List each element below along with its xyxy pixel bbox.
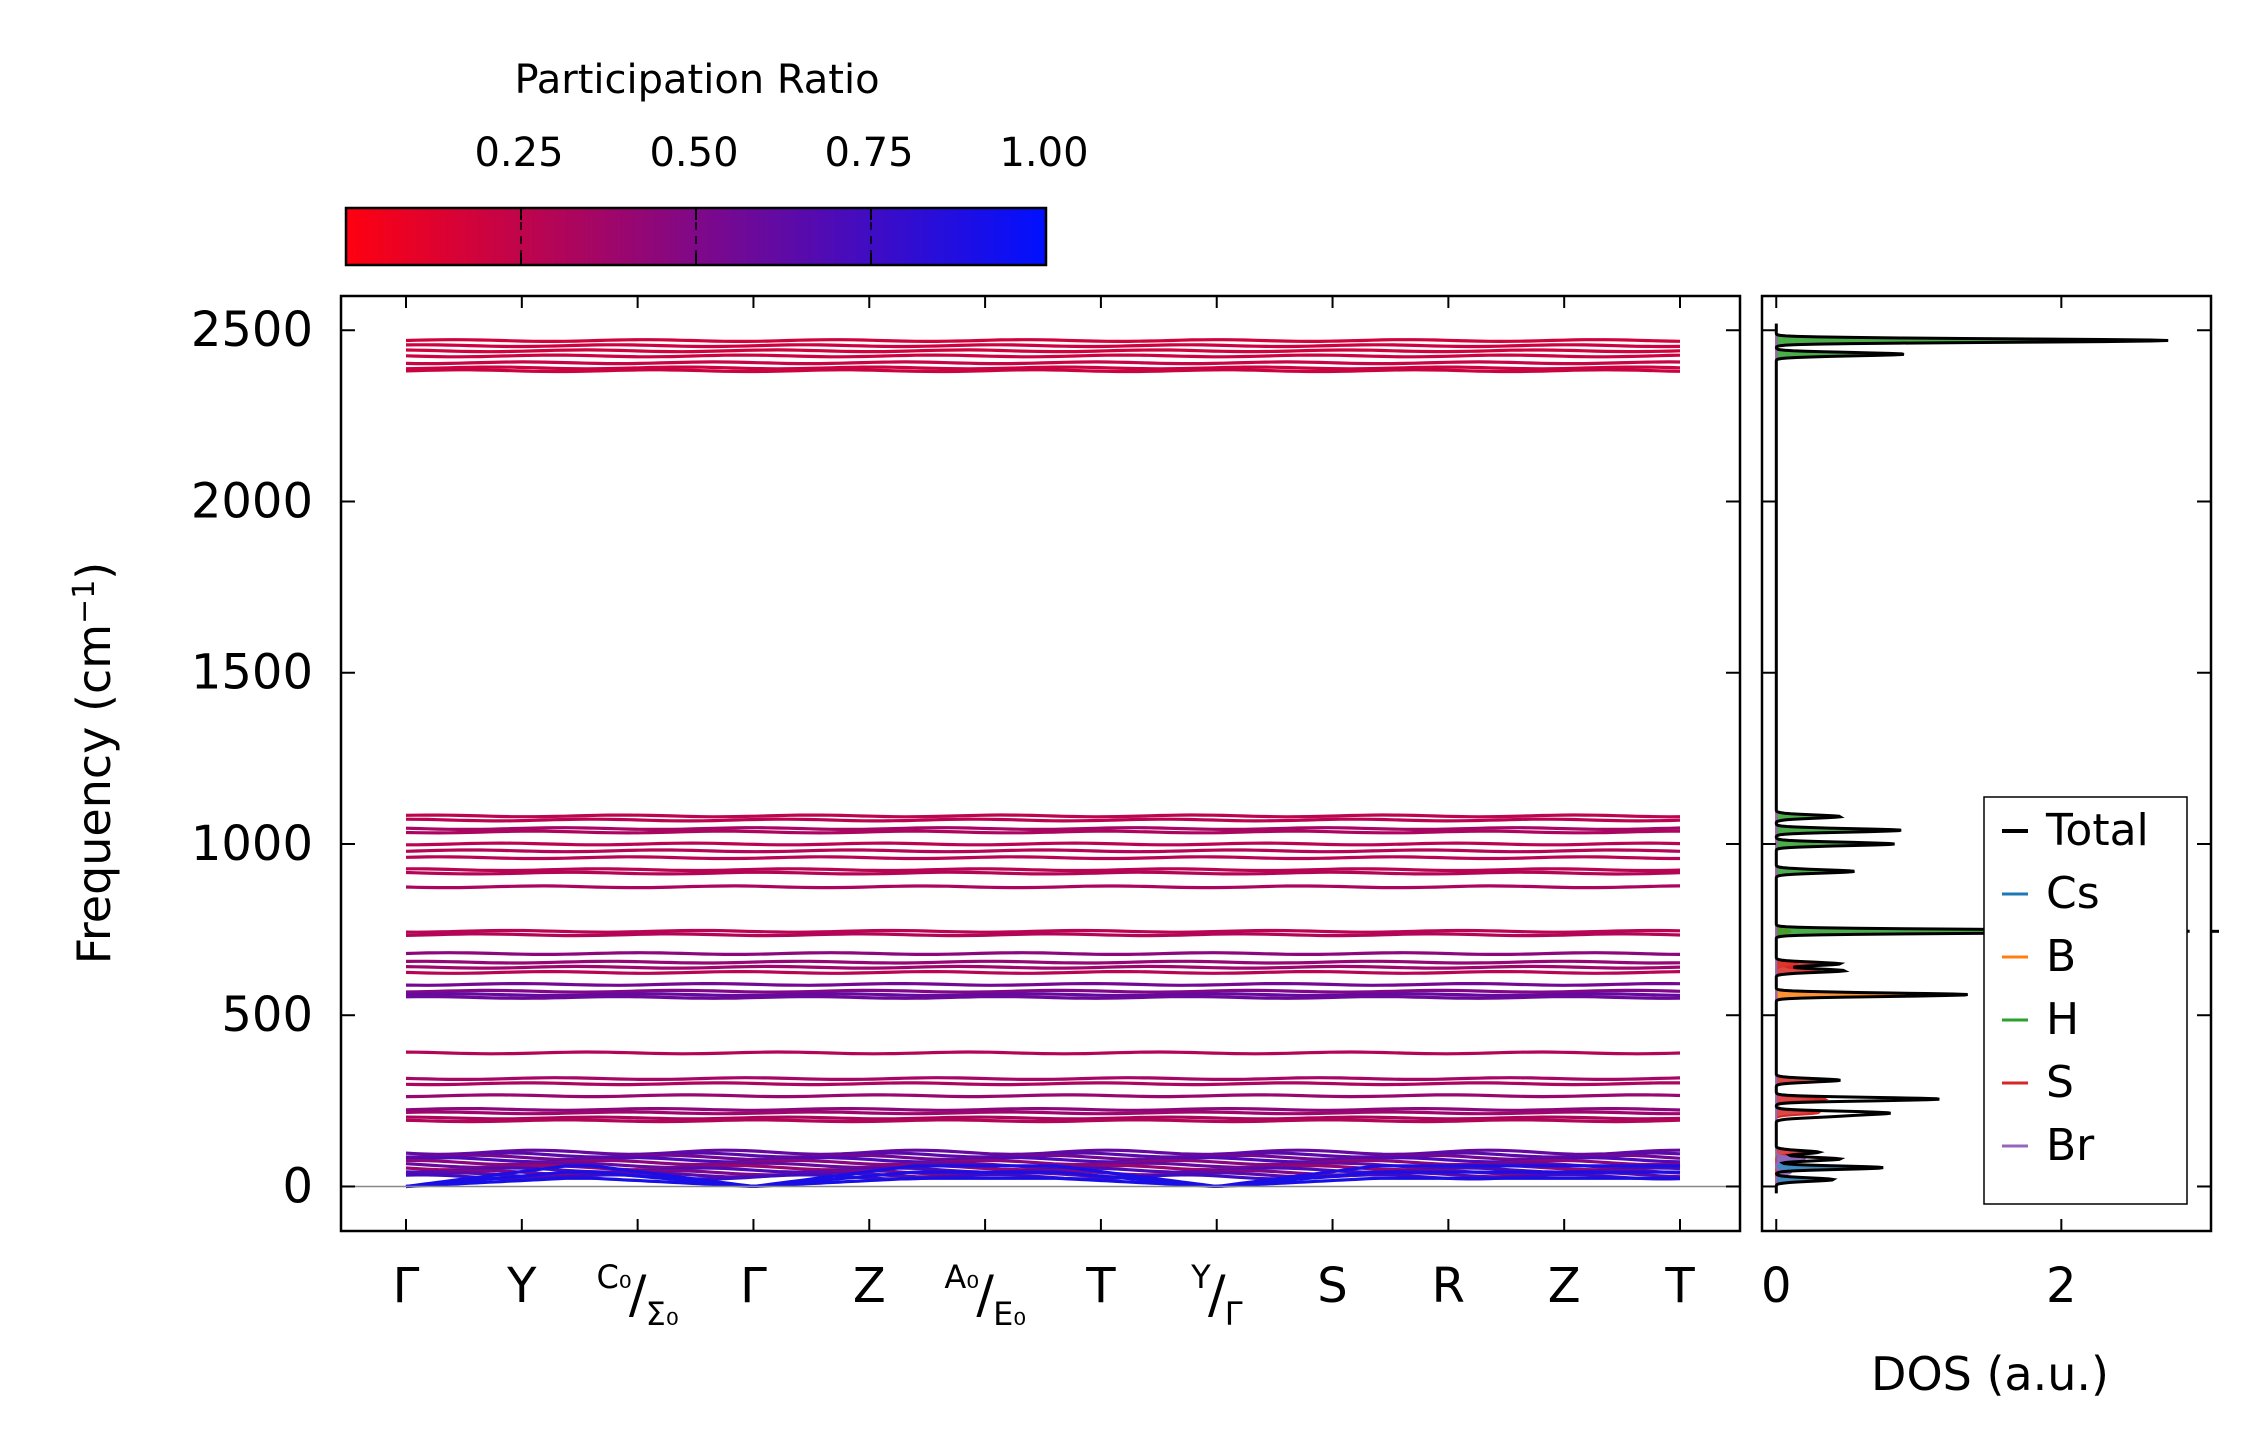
kpoint-label-bottom: Σ₀: [646, 1295, 679, 1333]
kpoint-label: Z: [853, 1258, 886, 1314]
kpoint-label-slash: /: [629, 1265, 647, 1325]
acoustic-band: [405, 1170, 1680, 1189]
legend-frame: [1983, 796, 2188, 1205]
phonon-band: [405, 360, 1681, 366]
colorbar: Participation Ratio 0.25 0.50 0.75 1.00: [344, 57, 1089, 267]
phonon-band: [405, 855, 1680, 861]
band-y-tick-label: 500: [221, 987, 313, 1043]
phonon-band: [405, 343, 1681, 349]
dos-fill-b: [1776, 323, 1926, 1194]
phonon-band: [405, 932, 1681, 938]
kpoint-label: Γ: [740, 1258, 767, 1314]
phonon-band: [405, 1076, 1681, 1081]
kpoint-label: Γ: [393, 1258, 420, 1314]
phonon-band: [405, 1156, 1681, 1164]
phonon-band: [405, 992, 1681, 998]
dos-axes-frame: [1760, 294, 2213, 1233]
kpoint-split-label: A₀/E₀: [944, 1258, 1026, 1333]
band-axes-frame: [339, 294, 1742, 1233]
phonon-band: [405, 870, 1681, 876]
band-y-tick-label: 0: [282, 1158, 313, 1214]
kpoint-label: R: [1432, 1258, 1465, 1314]
dos-curve-br: [1775, 323, 1807, 1194]
colorbar-label: Participation Ratio: [514, 57, 879, 103]
legend-label-br: Br: [2046, 1120, 2095, 1171]
phonon-band: [405, 368, 1681, 374]
phonon-band: [405, 365, 1681, 371]
kpoint-label-bottom: Γ: [1225, 1295, 1243, 1333]
phonon-band: [405, 353, 1681, 359]
legend-label-cs: Cs: [2046, 868, 2100, 919]
legend-label-b: B: [2046, 931, 2076, 982]
band-y-tick-label: 1000: [191, 816, 313, 872]
dos-x-tick-label: 2: [2046, 1258, 2077, 1314]
phonon-band: [405, 1118, 1681, 1124]
legend-label-h: H: [2046, 994, 2079, 1045]
band-y-tick-label: 2000: [191, 473, 313, 529]
kpoint-label: T: [1664, 1258, 1695, 1314]
phonon-band: [406, 867, 1681, 873]
dos-curve-s: [1775, 323, 1834, 1194]
dos-x-axis-label: DOS (a.u.): [1871, 1347, 2109, 1401]
phonon-band: [405, 988, 1681, 994]
dos-curve-cs: [1775, 323, 1877, 1194]
band-y-tick-label: 1500: [191, 645, 313, 701]
band-y-tick-label: 2500: [191, 302, 313, 358]
phonon-band: [405, 813, 1681, 819]
dos-panel: 0 2 DOS (a.u.) Total Cs BHS Br: [1760, 294, 2219, 1401]
phonon-band: [405, 982, 1681, 987]
acoustic-band: [405, 1164, 1680, 1189]
dos-fill-s: [1776, 323, 1834, 1194]
kpoint-label-slash: /: [976, 1265, 994, 1325]
kpoint-label: S: [1317, 1258, 1347, 1314]
legend-label-s: S: [2046, 1057, 2074, 1108]
phonon-band: [405, 829, 1680, 835]
colorbar-tick-label: 0.75: [824, 130, 913, 176]
phonon-band: [405, 826, 1681, 831]
phonon-band: [405, 964, 1681, 970]
kpoint-split-label: Y/Γ: [1190, 1258, 1243, 1333]
kpoint-split-label: C₀/Σ₀: [596, 1258, 678, 1333]
kpoint-label-top: Y: [1190, 1258, 1211, 1296]
phonon-band: [405, 884, 1681, 890]
kpoint-label: T: [1085, 1258, 1116, 1314]
phonon-band: [405, 995, 1681, 1000]
phonon-band: [405, 1107, 1681, 1112]
kpoint-label: Y: [506, 1258, 537, 1314]
kpoint-label-top: A₀: [944, 1258, 979, 1296]
phonon-band: [405, 951, 1681, 956]
kpoint-label-bottom: E₀: [993, 1295, 1026, 1333]
phonon-band: [405, 970, 1681, 975]
kpoint-label-slash: /: [1208, 1265, 1226, 1325]
phonon-band: [405, 1081, 1680, 1087]
phonon-band: [405, 348, 1681, 354]
colorbar-tick-label: 0.50: [649, 130, 738, 176]
dos-fill-br: [1776, 323, 1805, 1194]
phonon-band: [405, 1050, 1681, 1056]
dos-fill-cs: [1776, 323, 1876, 1194]
dos-curve-b: [1775, 323, 1926, 1194]
kpoint-label-top: C₀: [596, 1258, 631, 1296]
legend-label-total: Total: [2045, 805, 2149, 856]
acoustic-band: [405, 1176, 1680, 1189]
phonon-band: [405, 338, 1681, 344]
phonon-band: [405, 959, 1681, 965]
dos-curve-total: [1774, 323, 2190, 1194]
colorbar-tick-label: 0.25: [474, 130, 563, 176]
phonon-band: [405, 1115, 1681, 1121]
phonon-band: [406, 841, 1681, 847]
dos-legend: Total Cs BHS Br: [1983, 796, 2188, 1205]
phonon-band: [405, 848, 1681, 854]
phonon-band: [405, 1110, 1680, 1116]
dos-x-tick-label: 0: [1761, 1258, 1792, 1314]
phonon-band: [405, 928, 1681, 934]
phonon-band: [405, 1093, 1681, 1099]
phonon-band: [405, 817, 1681, 823]
kpoint-label: Z: [1548, 1258, 1581, 1314]
colorbar-tick-label: 1.00: [999, 130, 1088, 176]
y-axis-label: Frequency (cm−1): [67, 562, 121, 965]
